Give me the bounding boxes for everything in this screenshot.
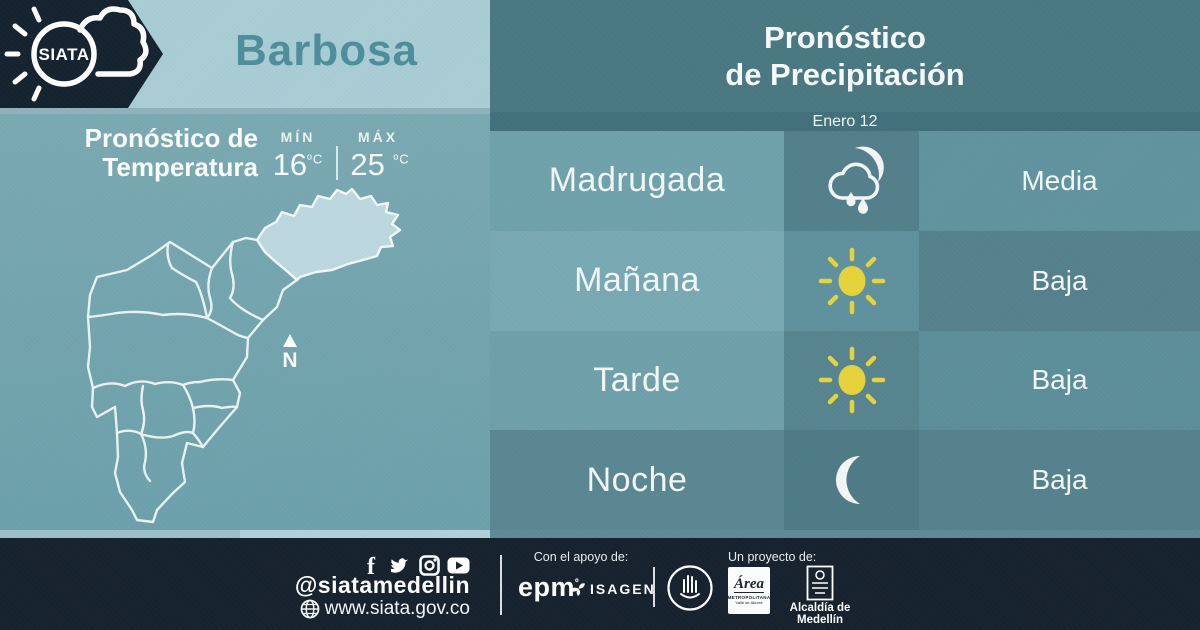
row-icon-cell bbox=[784, 330, 919, 431]
youtube-icon[interactable] bbox=[447, 555, 470, 576]
row-label-tarde: Tarde bbox=[490, 330, 784, 431]
temperature-title: Pronóstico de Temperatura bbox=[84, 123, 258, 182]
facebook-icon[interactable]: f bbox=[361, 555, 382, 576]
instagram-icon[interactable] bbox=[419, 555, 440, 576]
rain-cloud-moon-icon bbox=[827, 146, 884, 214]
north-label: N bbox=[282, 349, 297, 372]
siata-logo-text: SIATA bbox=[39, 45, 90, 64]
precipitation-title-line1: Pronóstico bbox=[764, 20, 926, 55]
social-handle[interactable]: @siatamedellin bbox=[294, 572, 470, 598]
footer bbox=[0, 538, 1200, 630]
row-label-madrugada: Madrugada bbox=[490, 131, 784, 231]
university-seal-logo bbox=[667, 565, 713, 611]
forecast-date: Enero 12 bbox=[490, 112, 1200, 131]
aburra-valley-map: N bbox=[86, 187, 402, 524]
row-value-noche: Baja bbox=[919, 430, 1200, 530]
row-label-manana: Mañana bbox=[490, 230, 784, 331]
globe-icon bbox=[300, 599, 320, 619]
divider-strip bbox=[0, 530, 240, 538]
precipitation-table: Madrugada Media Mañana Baja bbox=[490, 131, 1200, 530]
isagen-logo: ISAGEN bbox=[570, 580, 656, 597]
twitter-icon[interactable] bbox=[389, 555, 412, 576]
epm-logo: epmº bbox=[518, 572, 580, 602]
row-value-tarde: Baja bbox=[919, 330, 1200, 431]
municipality-title: Barbosa bbox=[234, 26, 419, 75]
siata-logo-shape: SIATA bbox=[0, 0, 163, 108]
row-value-manana: Baja bbox=[919, 230, 1200, 331]
social-icons: f bbox=[330, 555, 470, 576]
row-icon-cell bbox=[784, 131, 919, 231]
support-label: Con el apoyo de: bbox=[533, 550, 629, 564]
project-label: Un proyecto de: bbox=[728, 550, 817, 564]
footer-divider bbox=[500, 555, 502, 615]
footer-divider bbox=[653, 567, 655, 607]
precipitation-header: Pronóstico de Precipitación bbox=[490, 0, 1200, 112]
divider-strip bbox=[240, 530, 490, 538]
alcaldia-label: Alcaldía de Medellín bbox=[789, 602, 851, 626]
row-label-noche: Noche bbox=[490, 430, 784, 530]
banner-bottom-strip bbox=[0, 108, 490, 114]
max-value: 25 ºC bbox=[350, 147, 410, 182]
min-label: MÍN bbox=[280, 129, 316, 145]
isagen-mark-icon bbox=[571, 583, 585, 596]
row-icon-cell bbox=[784, 230, 919, 331]
north-arrow-icon: N bbox=[282, 334, 298, 372]
svg-text:f: f bbox=[367, 555, 376, 576]
precipitation-title-line2: de Precipitación bbox=[725, 57, 965, 92]
map-highlight-barbosa bbox=[255, 187, 402, 282]
temperature-panel bbox=[0, 114, 490, 530]
siata-sun-cloud-icon: SIATA bbox=[4, 6, 149, 102]
alcaldia-emblem-icon bbox=[806, 565, 834, 601]
sun-icon bbox=[818, 347, 885, 414]
area-metropolitana-logo: Área METROPOLITANA Valle de Aburrá bbox=[728, 567, 770, 614]
min-value: 16ºC bbox=[272, 147, 324, 182]
website-link[interactable]: www.siata.gov.co bbox=[230, 598, 470, 620]
temperature-divider bbox=[336, 146, 338, 180]
max-label: MÁX bbox=[357, 129, 399, 145]
row-icon-cell bbox=[784, 430, 919, 530]
moon-icon bbox=[835, 456, 860, 505]
sun-icon bbox=[818, 247, 885, 314]
row-value-madrugada: Media bbox=[919, 131, 1200, 231]
divider-strip bbox=[490, 530, 1200, 538]
